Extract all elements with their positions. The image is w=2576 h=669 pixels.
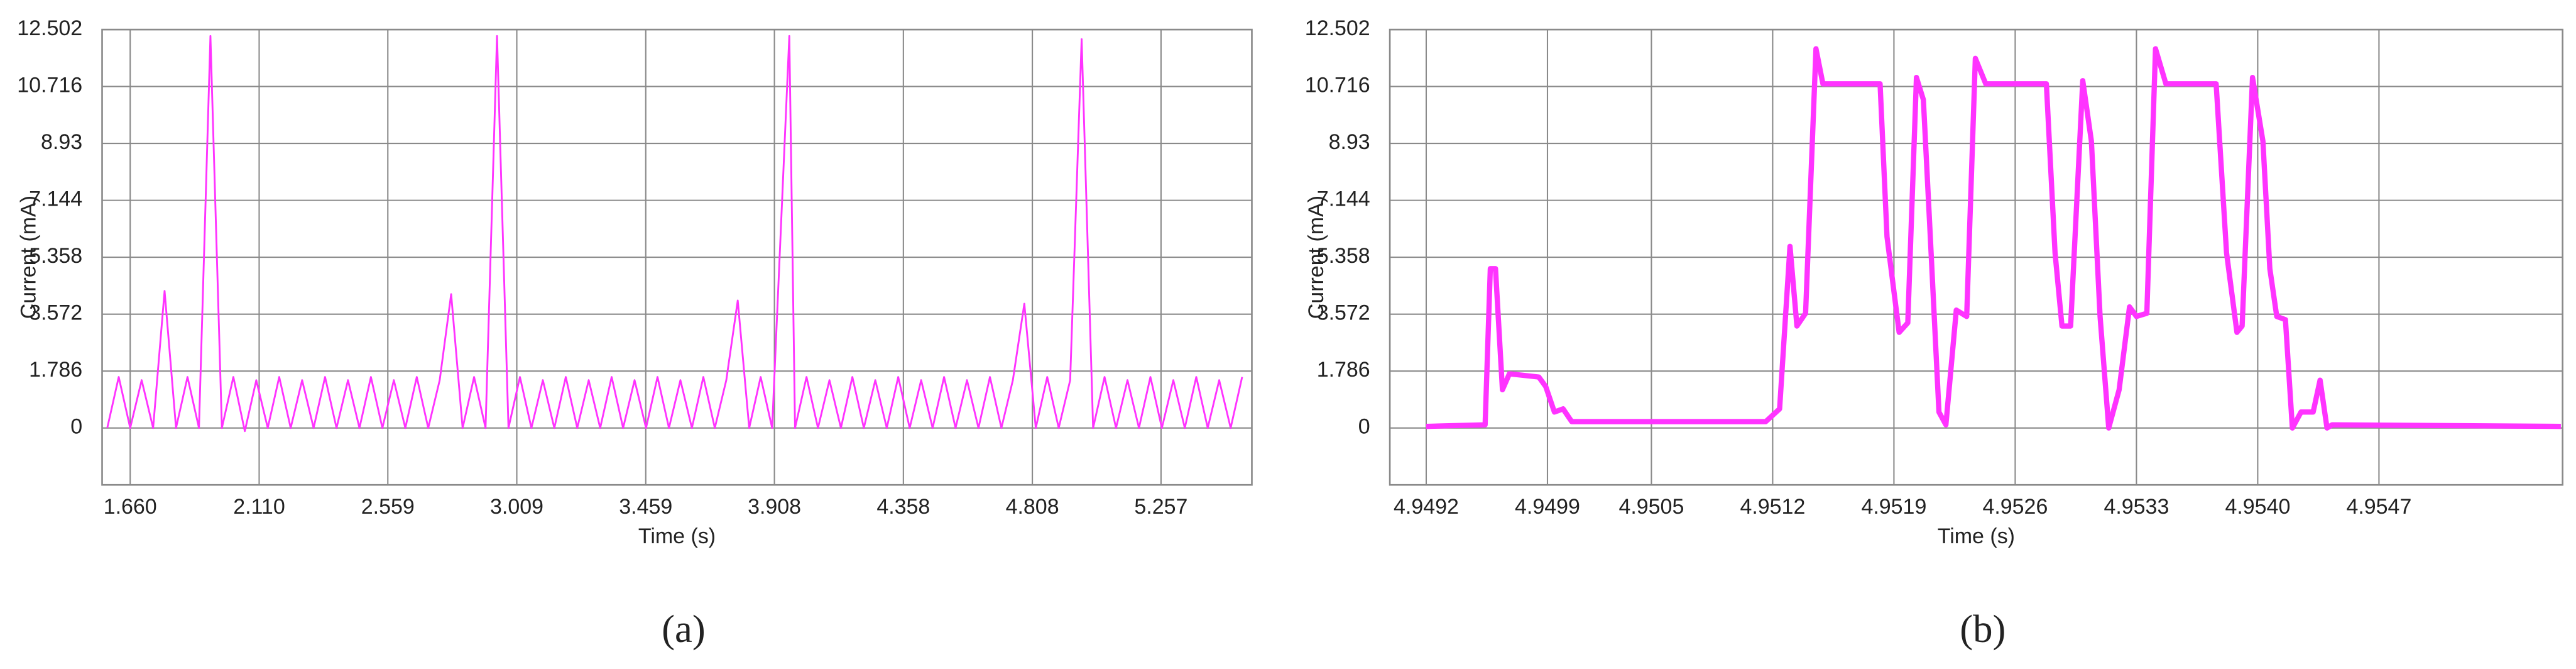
y-tick-label: 7.144 [29,187,82,211]
x-tick-label: 1.660 [104,495,157,519]
y-tick-label: 8.93 [1329,130,1370,154]
x-tick-label: 4.9499 [1515,495,1580,519]
x-tick-label: 4.358 [876,495,930,519]
y-tick-label: 3.572 [29,301,82,325]
x-tick-label: 4.808 [1006,495,1059,519]
x-axis-label: Time (s) [638,524,716,548]
y-tick-label: 7.144 [1317,187,1370,211]
data-line [106,35,1243,433]
x-axis-label: Time (s) [1938,524,2015,548]
x-tick-label: 2.110 [233,495,285,519]
x-tick-label: 3.459 [619,495,672,519]
y-tick-label: 1.786 [1317,358,1370,382]
data-line [1426,46,2561,431]
y-tick-label: 12.502 [17,16,82,40]
x-tick-label: 4.9540 [2225,495,2290,519]
x-tick-label: 3.009 [490,495,543,519]
y-tick-label: 10.716 [17,74,82,97]
x-tick-label: 5.257 [1134,495,1187,519]
y-tick-label: 10.716 [1305,74,1370,97]
y-tick-label: 0 [70,415,82,439]
x-tick-label: 4.9512 [1740,495,1805,519]
y-axis-label: Current (mA) [16,196,40,319]
chart-panel: 0 1.786 3.572 5.358 7.144 8.93 10.716 12.502 1.6… [16,16,1253,651]
y-tick-label: 1.786 [29,358,82,382]
x-tick-label: 4.9505 [1618,495,1684,519]
y-tick-label: 0 [1358,415,1370,439]
y-tick-label: 5.358 [29,244,82,268]
caption: (b) [1960,607,2006,651]
x-tick-label: 4.9526 [1982,495,2048,519]
x-tick-label: 2.559 [361,495,415,519]
y-tick-label: 12.502 [1305,16,1370,40]
x-tick-label: 4.9519 [1861,495,1926,519]
x-tick-label: 4.9492 [1394,495,1459,519]
chart-panel: 0 1.786 3.572 5.358 7.144 8.93 10.716 12.502 4.9… [1304,16,2563,651]
x-tick-label: 4.9533 [2104,495,2169,519]
y-tick-label: 5.358 [1317,244,1370,268]
caption: (a) [662,607,706,651]
plot-frame [1389,28,2563,486]
y-tick-label: 3.572 [1317,301,1370,325]
x-tick-label: 4.9547 [2346,495,2411,519]
y-tick-label: 8.93 [41,130,82,154]
y-axis-label: Current (mA) [1304,196,1328,319]
plot-frame [101,28,1253,486]
x-tick-label: 3.908 [748,495,801,519]
